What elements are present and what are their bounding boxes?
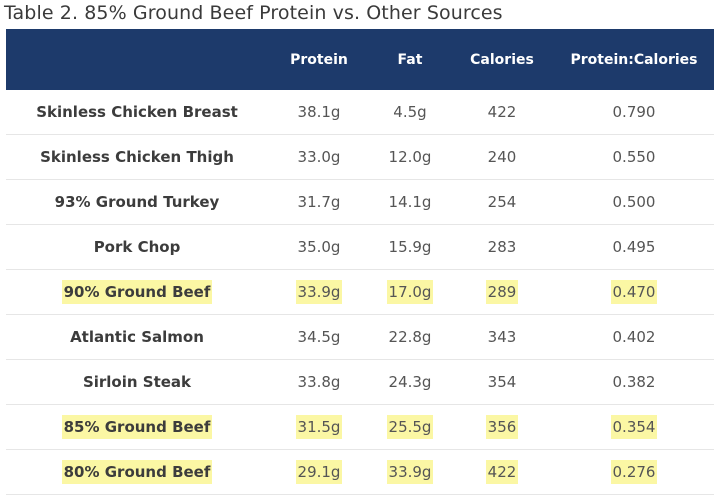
row-protein: 29.1g xyxy=(295,460,343,484)
row-protein: 33.8g xyxy=(297,373,341,391)
row-calories: 254 xyxy=(487,193,517,211)
comparison-table: Protein Fat Calories Protein:Calories Sk… xyxy=(6,29,714,495)
row-name: 90% Ground Beef xyxy=(61,280,213,304)
header-calories: Calories xyxy=(470,51,534,68)
row-fat: 15.9g xyxy=(388,238,432,256)
row-ratio: 0.500 xyxy=(612,193,656,211)
row-ratio: 0.354 xyxy=(610,415,658,439)
row-protein: 35.0g xyxy=(297,238,341,256)
row-name: 93% Ground Turkey xyxy=(54,193,220,211)
row-calories: 283 xyxy=(487,238,517,256)
row-ratio: 0.790 xyxy=(612,103,656,121)
row-name: 85% Ground Beef xyxy=(61,415,213,439)
row-ratio: 0.402 xyxy=(612,328,656,346)
header-fat: Fat xyxy=(397,51,423,68)
row-fat: 24.3g xyxy=(388,373,432,391)
table-row: 93% Ground Turkey 31.7g 14.1g 254 0.500 xyxy=(6,180,714,225)
row-protein: 38.1g xyxy=(297,103,341,121)
row-protein: 31.5g xyxy=(295,415,343,439)
table-row: 85% Ground Beef 31.5g 25.5g 356 0.354 xyxy=(6,405,714,450)
header-protein-calories: Protein:Calories xyxy=(570,51,698,68)
row-ratio: 0.495 xyxy=(612,238,656,256)
row-fat: 4.5g xyxy=(393,103,427,121)
row-protein: 34.5g xyxy=(297,328,341,346)
row-ratio: 0.276 xyxy=(610,460,658,484)
row-calories: 343 xyxy=(487,328,517,346)
row-name: Sirloin Steak xyxy=(82,373,192,391)
table-row: Skinless Chicken Breast 38.1g 4.5g 422 0… xyxy=(6,90,714,135)
row-protein: 31.7g xyxy=(297,193,341,211)
row-fat: 12.0g xyxy=(388,148,432,166)
row-calories: 354 xyxy=(487,373,517,391)
row-ratio: 0.470 xyxy=(610,280,658,304)
row-fat: 33.9g xyxy=(386,460,434,484)
row-name: Pork Chop xyxy=(93,238,181,256)
row-calories: 289 xyxy=(485,280,519,304)
row-name: 80% Ground Beef xyxy=(61,460,213,484)
row-calories: 422 xyxy=(485,460,519,484)
table-row: Atlantic Salmon 34.5g 22.8g 343 0.402 xyxy=(6,315,714,360)
row-name: Skinless Chicken Breast xyxy=(36,103,238,121)
table-row: Sirloin Steak 33.8g 24.3g 354 0.382 xyxy=(6,360,714,405)
row-protein: 33.9g xyxy=(295,280,343,304)
table-row: Pork Chop 35.0g 15.9g 283 0.495 xyxy=(6,225,714,270)
row-fat: 14.1g xyxy=(388,193,432,211)
row-protein: 33.0g xyxy=(297,148,341,166)
header-protein: Protein xyxy=(290,51,348,68)
row-ratio: 0.382 xyxy=(612,373,656,391)
row-fat: 25.5g xyxy=(386,415,434,439)
row-fat: 17.0g xyxy=(386,280,434,304)
table-caption: Table 2. 85% Ground Beef Protein vs. Oth… xyxy=(4,2,503,24)
table-header-row: Protein Fat Calories Protein:Calories xyxy=(6,29,714,90)
row-calories: 356 xyxy=(485,415,519,439)
row-name: Skinless Chicken Thigh xyxy=(40,148,234,166)
row-fat: 22.8g xyxy=(388,328,432,346)
row-ratio: 0.550 xyxy=(612,148,656,166)
table-row: 90% Ground Beef 33.9g 17.0g 289 0.470 xyxy=(6,270,714,315)
table-row: Skinless Chicken Thigh 33.0g 12.0g 240 0… xyxy=(6,135,714,180)
row-calories: 422 xyxy=(487,103,517,121)
row-name: Atlantic Salmon xyxy=(70,328,204,346)
row-calories: 240 xyxy=(487,148,517,166)
table-row: 80% Ground Beef 29.1g 33.9g 422 0.276 xyxy=(6,450,714,495)
